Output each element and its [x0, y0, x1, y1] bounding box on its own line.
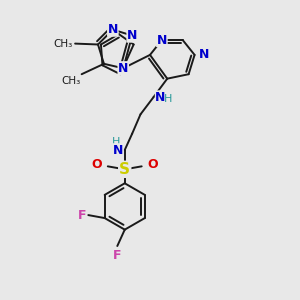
Text: N: N: [113, 143, 123, 157]
Text: N: N: [199, 48, 209, 62]
Text: N: N: [118, 62, 128, 75]
Text: CH₃: CH₃: [53, 39, 72, 49]
Text: H: H: [112, 137, 121, 147]
Text: F: F: [77, 208, 86, 222]
Text: F: F: [113, 249, 122, 262]
Text: CH₃: CH₃: [61, 76, 80, 86]
Text: O: O: [92, 158, 102, 171]
Text: S: S: [119, 162, 130, 177]
Text: N: N: [127, 29, 137, 42]
Text: N: N: [157, 34, 167, 46]
Text: N: N: [108, 23, 118, 36]
Text: N: N: [155, 91, 165, 103]
Text: H: H: [164, 94, 172, 103]
Text: O: O: [147, 158, 158, 171]
